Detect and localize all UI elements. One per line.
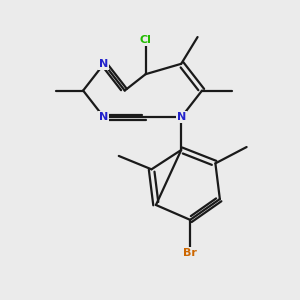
Text: N: N [177,112,186,122]
Text: Br: Br [183,248,197,257]
Text: N: N [99,59,109,69]
Text: Cl: Cl [140,35,152,45]
Text: N: N [99,112,109,122]
